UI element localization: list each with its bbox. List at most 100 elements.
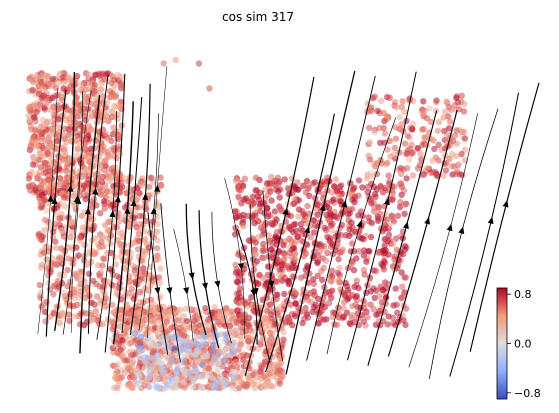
scatter-point <box>223 381 230 388</box>
streamline-arrow <box>84 207 91 215</box>
scatter-point <box>168 324 176 331</box>
scatter-point <box>334 214 341 222</box>
scatter-point <box>109 318 116 325</box>
scatter-point <box>98 268 105 276</box>
scatter-point <box>109 301 116 309</box>
scatter-point <box>391 144 399 152</box>
scatter-point <box>28 73 35 80</box>
scatter-point <box>67 302 74 309</box>
scatter-point <box>77 310 85 317</box>
scatter-point <box>396 180 404 187</box>
scatter-point <box>141 238 148 245</box>
scatter-point <box>273 278 280 285</box>
scatter-point <box>236 384 243 392</box>
scatter-point <box>101 103 108 110</box>
scatter-point <box>158 182 165 190</box>
scatter-point <box>381 242 388 249</box>
scatter-point <box>314 272 321 279</box>
scatter-point <box>234 279 242 286</box>
scatter-point <box>132 209 139 216</box>
scatter-point <box>145 244 152 251</box>
scatter-point <box>47 106 54 113</box>
scatter-point <box>382 247 389 254</box>
scatter-point <box>135 230 143 237</box>
scatter-point <box>297 274 305 281</box>
scatter-point <box>169 358 176 365</box>
scatter-point <box>376 293 383 300</box>
streamline-arrow <box>47 194 54 202</box>
scatter-point <box>66 175 74 182</box>
scatter-point <box>384 146 391 153</box>
scatter-point <box>119 184 126 191</box>
scatter-point <box>376 124 383 131</box>
scatter-point <box>53 137 60 145</box>
scatter-points <box>25 56 469 392</box>
scatter-point <box>40 249 47 256</box>
scatter-point <box>182 353 189 360</box>
scatter-point <box>100 255 107 262</box>
scatter-point <box>99 262 106 269</box>
scatter-point <box>268 173 275 181</box>
scatter-point <box>193 351 200 358</box>
scatter-point <box>294 233 301 241</box>
scatter-point <box>180 322 188 329</box>
scatter-point <box>311 292 318 299</box>
scatter-point <box>400 292 407 300</box>
scatter-point <box>199 341 207 348</box>
scatter-point <box>80 173 87 180</box>
streamline <box>71 90 92 333</box>
scatter-point <box>390 151 398 158</box>
scatter-point <box>39 116 47 124</box>
scatter-point <box>356 234 363 241</box>
scatter-point <box>364 188 371 196</box>
scatter-point <box>442 167 450 174</box>
scatter-point <box>114 237 121 244</box>
scatter-point <box>416 162 424 169</box>
scatter-point <box>105 278 112 286</box>
streamline-arrow <box>124 206 131 214</box>
scatter-point <box>461 146 469 153</box>
scatter-point <box>190 314 198 321</box>
scatter-point <box>126 315 134 322</box>
colorbar-gradient <box>496 287 508 400</box>
scatter-point <box>155 359 162 366</box>
scatter-point <box>440 114 447 121</box>
scatter-point <box>340 305 347 312</box>
scatter-point <box>297 220 305 228</box>
scatter-point <box>340 299 348 306</box>
scatter-point <box>102 110 110 118</box>
scatter-point <box>373 267 380 275</box>
scatter-point <box>202 304 209 312</box>
scatter-point <box>276 380 283 387</box>
scatter-point <box>55 80 62 87</box>
scatter-point <box>349 292 356 299</box>
scatter-point <box>61 143 68 150</box>
scatter-point <box>234 307 241 314</box>
scatter-point <box>61 125 69 132</box>
scatter-point <box>383 216 391 223</box>
scatter-point <box>381 117 388 125</box>
scatter-point <box>394 212 402 220</box>
scatter-point <box>396 149 403 156</box>
scatter-point <box>403 175 410 182</box>
scatter-point <box>302 266 310 273</box>
scatter-point <box>180 333 188 340</box>
scatter-point <box>96 91 104 99</box>
scatter-point <box>245 374 252 382</box>
scatter-point <box>401 274 408 281</box>
scatter-point <box>114 102 121 110</box>
scatter-point <box>109 189 116 196</box>
scatter-point <box>136 373 143 380</box>
scatter-point <box>264 179 272 186</box>
scatter-point <box>136 238 143 245</box>
scatter-point <box>385 231 393 239</box>
scatter-point <box>38 122 45 130</box>
streamline-arrow <box>130 199 137 207</box>
scatter-point <box>419 126 426 133</box>
scatter-point <box>85 270 93 277</box>
scatter-point <box>247 271 255 278</box>
scatter-point <box>315 320 322 327</box>
scatter-point <box>180 312 188 319</box>
streamline-arrow <box>383 197 390 206</box>
streamline-arrow <box>154 184 161 192</box>
